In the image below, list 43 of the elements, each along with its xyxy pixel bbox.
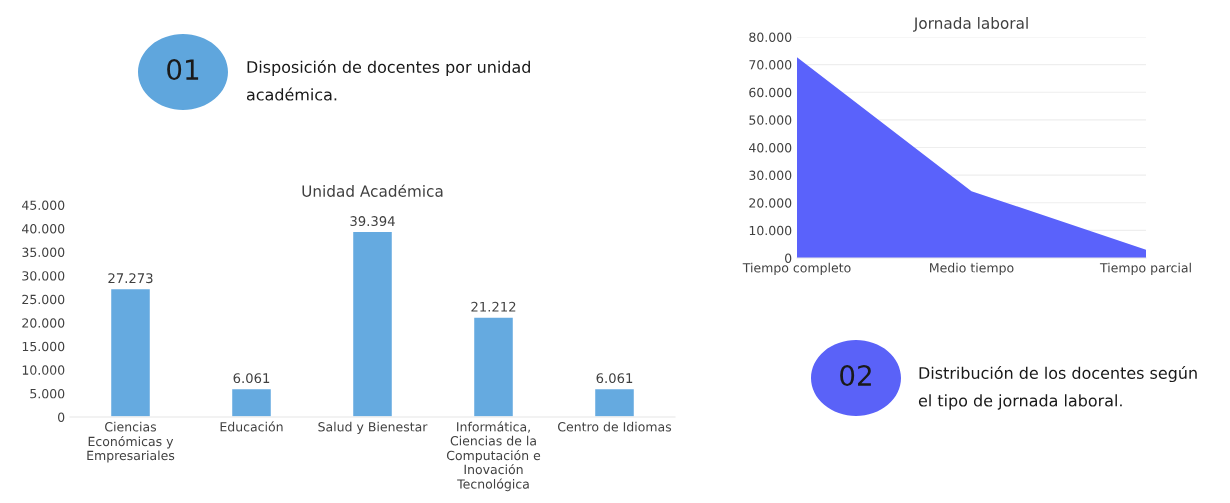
y-tick-label: 5.000 — [30, 388, 65, 399]
x-tick-label: Salud y Bienestar — [318, 421, 428, 434]
x-tick-label: Tiempo parcial — [1099, 262, 1191, 275]
y-tick-label: 10.000 — [749, 225, 792, 236]
y-tick-label: 50.000 — [749, 115, 792, 125]
y-tick-label: 40.000 — [749, 142, 792, 153]
text: Distribución de los docentes según el tipo de jornada laboral. — [918, 366, 1197, 410]
y-tick-label: 25.000 — [22, 294, 65, 305]
chart-title: Unidad Académica — [302, 184, 443, 197]
x-tick-label: Centro de Idiomas — [558, 421, 672, 432]
text: Disposición de docentes por unidad académica. — [246, 60, 530, 101]
data-label: 6.061 — [596, 373, 633, 384]
bar — [351, 230, 394, 417]
y-tick-label: 20.000 — [749, 198, 792, 208]
bar — [472, 316, 515, 417]
text: 01 — [167, 59, 199, 81]
data-label: 39.394 — [350, 216, 395, 227]
y-tick-label: 15.000 — [22, 341, 65, 352]
x-tick-label: Educación — [220, 421, 283, 432]
y-tick-label: 80.000 — [749, 32, 792, 42]
data-label: 21.212 — [471, 301, 516, 312]
chart-title: Jornada laboral — [913, 17, 1028, 32]
y-tick-label: 0 — [785, 253, 792, 263]
bar — [230, 387, 273, 417]
bar — [593, 387, 636, 417]
y-tick-label: 20.000 — [22, 318, 65, 328]
y-tick-label: 35.000 — [22, 247, 65, 258]
data-label: 27.273 — [108, 273, 153, 284]
x-tick-label: Tiempo completo — [742, 262, 851, 275]
y-tick-label: 45.000 — [22, 200, 65, 210]
y-tick-label: 40.000 — [22, 224, 65, 234]
data-label: 6.061 — [233, 373, 270, 384]
x-tick-label: Ciencias Económicas y Empresariales — [87, 421, 175, 463]
x-tick-label: Informática, Ciencias de la Computación e Inovación Tecnológica — [446, 421, 541, 492]
y-tick-label: 0 — [58, 412, 65, 422]
y-tick-label: 70.000 — [749, 60, 792, 70]
y-tick-label: 60.000 — [749, 87, 792, 98]
bar — [109, 287, 152, 417]
y-tick-label: 10.000 — [22, 365, 65, 375]
x-tick-label: Medio tiempo — [930, 262, 1014, 275]
y-tick-label: 30.000 — [749, 170, 792, 181]
text: 02 — [840, 365, 871, 387]
y-tick-label: 30.000 — [22, 271, 65, 281]
